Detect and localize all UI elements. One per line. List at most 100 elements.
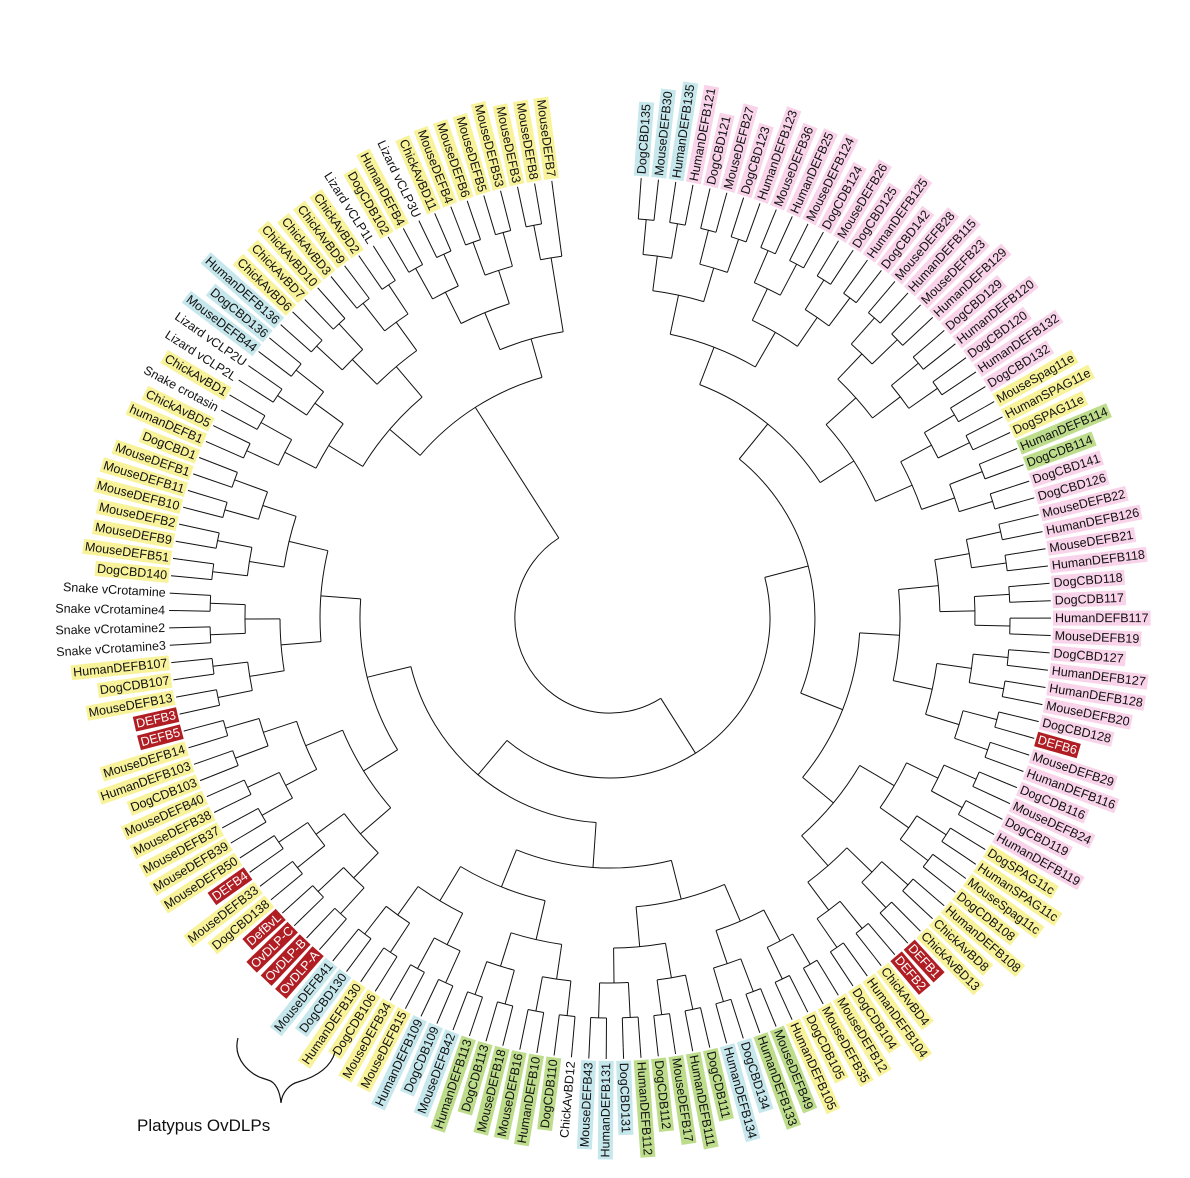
radial-branch [186, 689, 217, 696]
leaf-highlight [1034, 731, 1081, 759]
leaf-highlight [292, 200, 350, 269]
leaf-highlight [513, 1053, 544, 1147]
leaf-highlight [85, 690, 176, 721]
leaf-highlight [82, 538, 173, 566]
radial-branch [931, 790, 963, 809]
leaf-branch [230, 837, 241, 844]
radial-branch [642, 219, 647, 255]
leaf-highlight [141, 385, 215, 432]
radial-branch [440, 985, 454, 1014]
leaf-highlight [1051, 569, 1126, 591]
radial-branch [555, 1014, 560, 1045]
leaf-branch [900, 292, 909, 302]
radial-branch [859, 764, 895, 787]
radial-branch [360, 807, 392, 835]
leaf-branch [258, 351, 268, 359]
leaf-branch [212, 425, 224, 431]
radial-branch [444, 291, 462, 324]
radial-branch [247, 771, 280, 788]
radial-branch [902, 890, 925, 912]
radial-branch [922, 866, 948, 886]
leaf-branch [434, 213, 440, 224]
radial-branch [388, 284, 409, 315]
leaf-branch [966, 371, 977, 379]
leaf-label: DogCBD140 [94, 560, 170, 583]
radial-branch [764, 565, 809, 578]
leaf-highlight [651, 1057, 675, 1132]
radial-branch [816, 249, 834, 277]
leaf-highlight [973, 309, 1064, 378]
leaf-highlight [1028, 748, 1118, 791]
leaf-highlight [328, 989, 381, 1060]
radial-branch [180, 642, 211, 646]
radial-branch [669, 295, 679, 335]
arc-branch [209, 626, 212, 643]
leaf-label: HumanDEFB117 [1052, 610, 1151, 626]
radial-branch [715, 203, 725, 233]
radial-branch [316, 345, 343, 371]
radial-branch [305, 729, 343, 747]
radial-branch [350, 274, 370, 299]
arc-branch [760, 247, 776, 255]
arc-branch [850, 343, 873, 365]
leaf-branch [992, 416, 1003, 423]
leaf-branch [319, 941, 328, 951]
radial-branch [700, 199, 708, 229]
radial-branch [209, 461, 238, 473]
leaf-branch [656, 179, 659, 191]
leaf-highlight [833, 159, 892, 243]
radial-branch [763, 909, 781, 942]
leaf-highlight [1038, 714, 1115, 747]
radial-branch [230, 414, 258, 430]
arc-branch [802, 632, 861, 778]
radial-branch [180, 610, 211, 612]
radial-branch [906, 762, 939, 779]
leaf-highlight [470, 101, 508, 191]
arc-branch [211, 563, 215, 580]
leaf-branch [169, 644, 181, 646]
leaf-branch [924, 317, 934, 326]
radial-branch [536, 194, 543, 224]
leaf-highlight [736, 1037, 774, 1114]
leaf-highlight [903, 214, 981, 297]
radial-branch [470, 211, 481, 240]
leaf-branch [707, 188, 711, 200]
radial-branch [637, 189, 641, 220]
leaf-branch [420, 1006, 427, 1017]
leaf-branch [1034, 548, 1046, 551]
leaf-highlight [651, 88, 676, 179]
arc-branch [243, 779, 252, 795]
leaf-highlight [269, 957, 338, 1037]
leaf-branch [656, 1045, 659, 1057]
leaf-branch [374, 981, 382, 992]
arc-branch [973, 596, 976, 626]
radial-branch [839, 900, 863, 929]
radial-branch [950, 827, 977, 845]
leaf-name: DogCBD135 [634, 104, 653, 175]
leaf-highlight [294, 968, 352, 1038]
leaf-branch [924, 910, 933, 920]
leaf-highlight [1038, 486, 1129, 522]
leaf-branch [739, 197, 745, 209]
radial-branch [653, 190, 658, 221]
radial-branch [338, 323, 364, 350]
leaf-highlight [633, 1059, 656, 1158]
radial-branch [1008, 649, 1039, 653]
arc-branch [922, 854, 934, 868]
clade-label: Platypus OvDLPs [137, 1116, 270, 1135]
radial-branch [972, 436, 1001, 451]
radial-branch [846, 847, 873, 873]
radial-branch [730, 208, 741, 237]
radial-branch [936, 663, 972, 669]
radial-branch [488, 1001, 498, 1031]
leaf-branch [171, 661, 183, 664]
leaf-highlight [70, 655, 171, 681]
arc-branch [752, 319, 798, 347]
leaf-branch [293, 917, 303, 927]
radial-branch [552, 191, 563, 257]
leaf-branch [946, 885, 956, 893]
leaf-highlight [343, 167, 394, 239]
radial-branch [249, 670, 285, 677]
arc-branch [923, 432, 939, 459]
arc-branch [925, 663, 938, 715]
